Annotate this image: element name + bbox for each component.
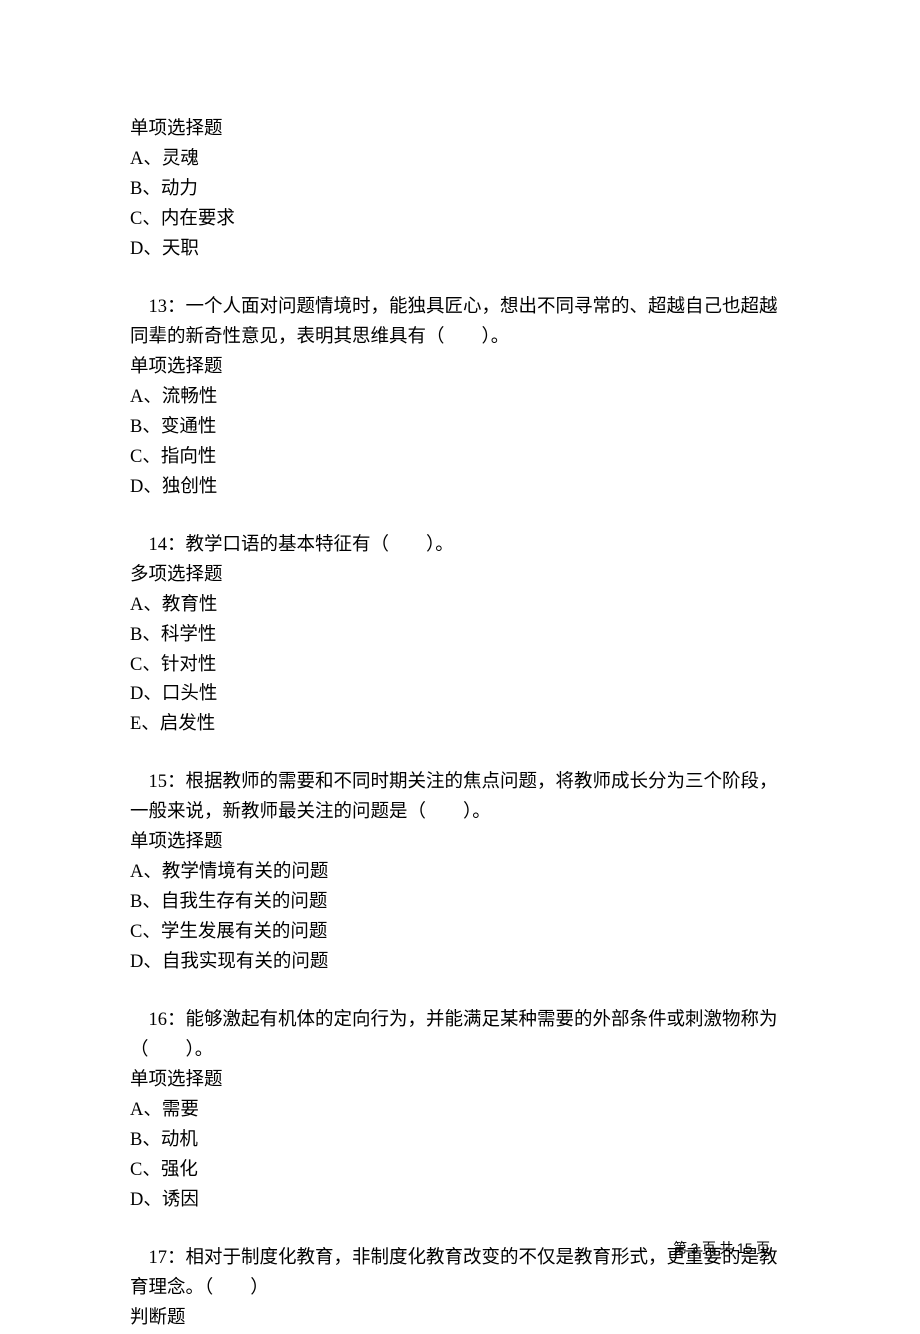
option-d: D、自我实现有关的问题 [130,948,790,978]
question-text: 14：教学口语的基本特征有（ ）。 [130,531,790,561]
option-d: D、独创性 [130,473,790,503]
option-c: C、指向性 [130,443,790,473]
question-block-13: 13：一个人面对问题情境时，能独具匠心，想出不同寻常的、超越自己也超越同辈的新奇… [130,293,790,503]
question-type-label: 单项选择题 [130,115,790,145]
option-d: D、口头性 [130,680,790,710]
question-text: 16：能够激起有机体的定向行为，并能满足某种需要的外部条件或刺激物称为（ ）。 [130,1006,790,1066]
option-d: D、天职 [130,235,790,265]
option-b: B、动力 [130,175,790,205]
footer-total-pages: 15 [737,1240,753,1256]
option-e: E、启发性 [130,710,790,740]
option-c: C、强化 [130,1156,790,1186]
option-a: A、需要 [130,1096,790,1126]
question-type-label: 多项选择题 [130,561,790,591]
question-block-16: 16：能够激起有机体的定向行为，并能满足某种需要的外部条件或刺激物称为（ ）。 … [130,1006,790,1216]
option-b: B、自我生存有关的问题 [130,888,790,918]
question-block-14: 14：教学口语的基本特征有（ ）。 多项选择题 A、教育性 B、科学性 C、针对… [130,531,790,741]
option-a: A、教学情境有关的问题 [130,858,790,888]
option-b: B、科学性 [130,621,790,651]
option-b: B、动机 [130,1126,790,1156]
footer-current-page: 3 [691,1240,699,1256]
option-b: B、变通性 [130,413,790,443]
footer-prefix: 第 [673,1242,687,1257]
question-type-label: 单项选择题 [130,353,790,383]
document-page: 单项选择题 A、灵魂 B、动力 C、内在要求 D、天职 13：一个人面对问题情境… [0,0,920,1302]
question-type-label: 判断题 [130,1304,790,1334]
option-c: C、针对性 [130,651,790,681]
option-a: A、流畅性 [130,383,790,413]
question-type-label: 单项选择题 [130,1066,790,1096]
option-d: D、诱因 [130,1186,790,1216]
page-footer: 第 3 页 共 15 页 [673,1237,770,1262]
question-block-12-tail: 单项选择题 A、灵魂 B、动力 C、内在要求 D、天职 [130,115,790,265]
option-c: C、学生发展有关的问题 [130,918,790,948]
footer-suffix: 页 [756,1242,770,1257]
option-a: A、教育性 [130,591,790,621]
option-a: A、灵魂 [130,145,790,175]
question-text: 15：根据教师的需要和不同时期关注的焦点问题，将教师成长分为三个阶段，一般来说，… [130,768,790,828]
question-type-label: 单项选择题 [130,828,790,858]
footer-middle: 页 共 [702,1242,734,1257]
question-block-15: 15：根据教师的需要和不同时期关注的焦点问题，将教师成长分为三个阶段，一般来说，… [130,768,790,978]
option-c: C、内在要求 [130,205,790,235]
question-text: 13：一个人面对问题情境时，能独具匠心，想出不同寻常的、超越自己也超越同辈的新奇… [130,293,790,353]
